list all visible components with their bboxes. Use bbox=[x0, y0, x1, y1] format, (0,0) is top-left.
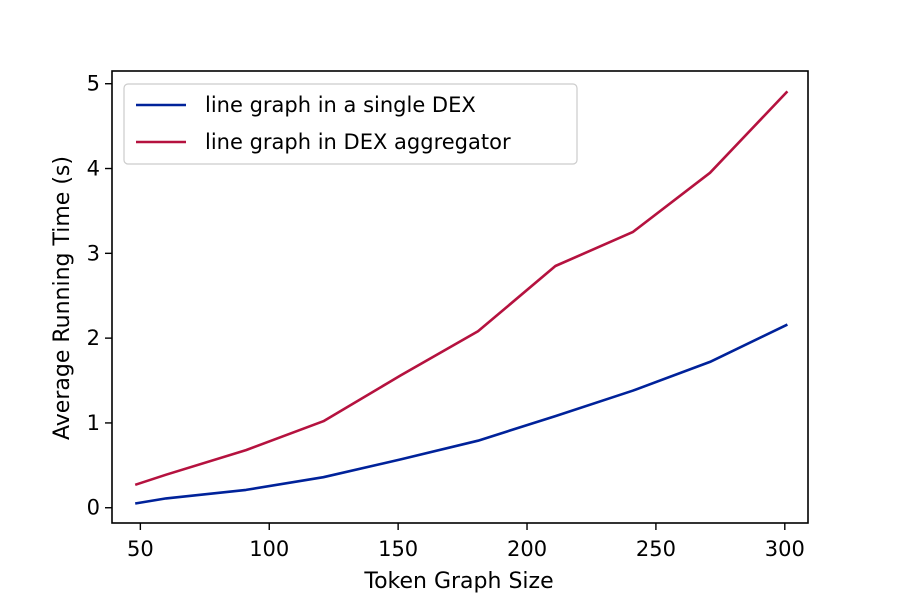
axes-frame bbox=[111, 70, 809, 524]
series-line-2 bbox=[134, 90, 789, 487]
x-tick-label: 150 bbox=[378, 537, 418, 561]
legend-label-1: line graph in a single DEX bbox=[205, 93, 476, 117]
plot-area bbox=[134, 90, 789, 505]
y-tick-label: 4 bbox=[87, 157, 100, 181]
x-tick-label: 50 bbox=[127, 537, 154, 561]
legend-box bbox=[123, 83, 578, 165]
y-tick-label: 2 bbox=[87, 326, 100, 350]
x-tick-label: 250 bbox=[636, 537, 676, 561]
y-tick-label: 3 bbox=[87, 241, 100, 265]
series-line-1 bbox=[134, 323, 788, 505]
x-tick-label: 100 bbox=[249, 537, 289, 561]
y-tick-label: 1 bbox=[87, 411, 100, 435]
legend-label-2: line graph in DEX aggregator bbox=[205, 130, 511, 154]
x-tick-label: 300 bbox=[765, 537, 805, 561]
x-tick-label: 200 bbox=[507, 537, 547, 561]
axes: 50 100 150 200 250 300 0 1 2 3 4 5 bbox=[87, 70, 809, 561]
legend: line graph in a single DEX line graph in … bbox=[123, 83, 578, 165]
y-axis-label: Average Running Time (s) bbox=[50, 156, 75, 440]
x-axis-label: Token Graph Size bbox=[363, 569, 553, 594]
y-tick-label: 0 bbox=[87, 496, 100, 520]
y-tick-label: 5 bbox=[87, 72, 100, 96]
